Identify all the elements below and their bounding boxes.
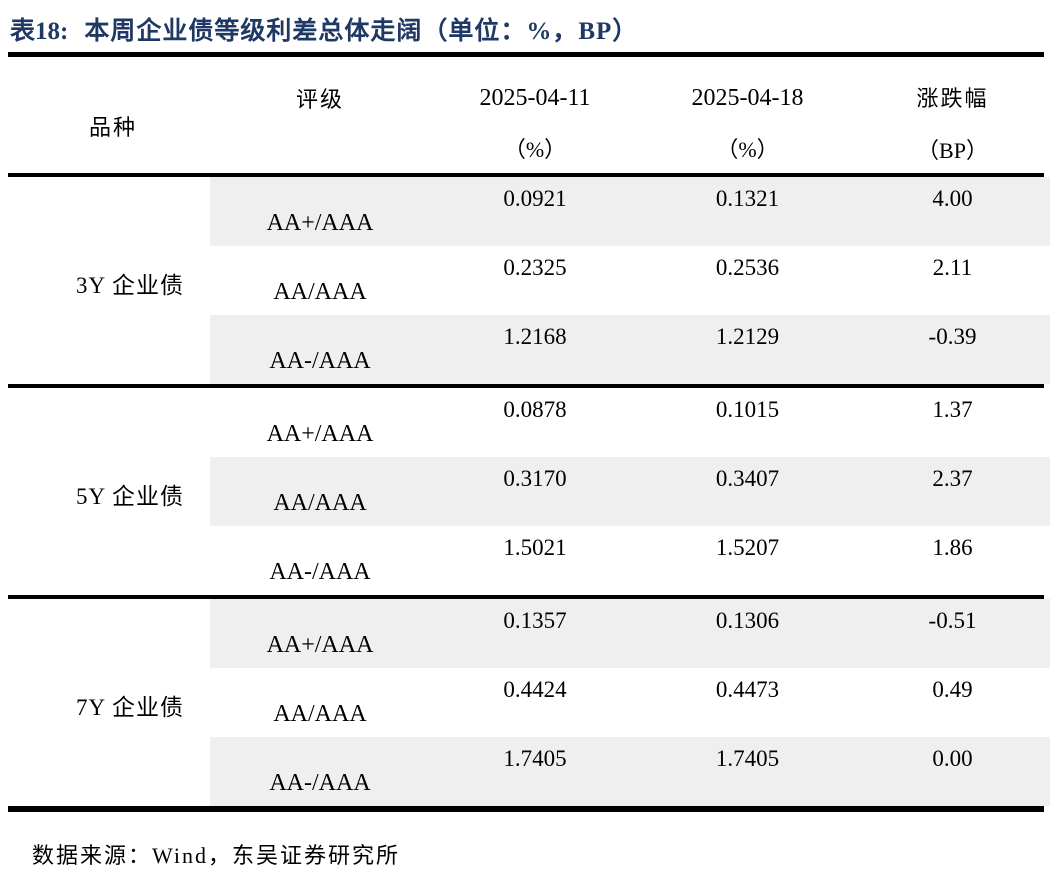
table-caption: 本周企业债等级利差总体走阔（单位：%，BP）	[84, 18, 639, 45]
value-date2-cell: 0.1306	[715, 608, 780, 633]
table-row: AA+/AAA 0.1357 0.1306 -0.51	[0, 599, 1050, 668]
variety-spacer	[0, 315, 210, 384]
rating-cell: AA/AAA	[273, 701, 367, 727]
value-date1-cell: 0.0878	[503, 397, 567, 422]
table-body: 3Y 企业债 AA+/AAA 0.0921 0.1321 4.00 AA/AAA 0.232…	[0, 177, 1050, 812]
header-change: 涨跌幅 （BP）	[855, 57, 1050, 173]
value-date1-cell: 1.2168	[503, 324, 567, 349]
variety-spacer	[0, 388, 210, 457]
rating-cell: AA-/AAA	[269, 770, 371, 796]
change-cell: 4.00	[932, 186, 973, 211]
bond-group: 3Y 企业债 AA+/AAA 0.0921 0.1321 4.00 AA/AAA 0.232…	[0, 177, 1050, 384]
table-row: AA/AAA 0.4424 0.4473 0.49	[0, 668, 1050, 737]
value-date2-cell: 0.2536	[715, 255, 780, 280]
value-date2-cell: 0.3407	[715, 466, 780, 491]
value-date2-cell: 0.1321	[715, 186, 780, 211]
change-cell: 1.37	[932, 397, 973, 422]
change-cell: 2.37	[932, 466, 973, 491]
variety-label: 7Y 企业债	[75, 695, 184, 720]
change-cell: 1.86	[932, 535, 973, 560]
header-date-2-unit: （%）	[716, 137, 779, 162]
value-date2-cell: 1.7405	[715, 746, 780, 771]
group-divider-rule	[8, 595, 1044, 599]
header-rule	[8, 173, 1044, 177]
variety-label: 5Y 企业债	[75, 484, 184, 509]
header-change-unit: （BP）	[917, 138, 988, 163]
header-rating-label: 评级	[295, 87, 344, 112]
table-row: AA/AAA 0.3170 0.3407 2.37	[0, 457, 1050, 526]
table-header-row: 品种 评级 2025-04-11 （%） 2025-04-18 （%） 涨跌幅 …	[0, 57, 1050, 173]
table-row: AA-/AAA 1.2168 1.2129 -0.39	[0, 315, 1050, 384]
value-date1-cell: 1.5021	[503, 535, 567, 560]
value-date1-cell: 0.4424	[503, 677, 567, 702]
header-date-2: 2025-04-18 （%）	[640, 57, 855, 173]
header-date-1: 2025-04-11 （%）	[430, 57, 640, 173]
bond-group: 7Y 企业债 AA+/AAA 0.1357 0.1306 -0.51 AA/AAA 0.44…	[0, 599, 1050, 806]
rating-cell: AA+/AAA	[266, 421, 374, 447]
value-date1-cell: 0.2325	[503, 255, 567, 280]
rating-cell: AA-/AAA	[269, 348, 371, 374]
value-date1-cell: 0.3170	[503, 466, 567, 491]
value-date2-cell: 0.4473	[715, 677, 780, 702]
change-cell: 0.49	[932, 677, 973, 702]
table-title: 表18: 本周企业债等级利差总体走阔（单位：%，BP）	[10, 11, 638, 47]
table-number: 表18:	[10, 18, 69, 45]
change-cell: -0.51	[928, 608, 977, 633]
value-date2-cell: 0.1015	[715, 397, 780, 422]
rating-cell: AA/AAA	[273, 490, 367, 516]
change-cell: -0.39	[928, 324, 977, 349]
header-change-label: 涨跌幅	[916, 86, 989, 111]
table-bottom-rule	[8, 806, 1044, 812]
value-date1-cell: 0.1357	[503, 608, 567, 633]
header-date-2-label: 2025-04-18	[691, 85, 804, 111]
value-date1-cell: 0.0921	[503, 186, 567, 211]
header-variety-label: 品种	[88, 115, 137, 140]
variety-label: 3Y 企业债	[75, 273, 184, 298]
rating-cell: AA+/AAA	[266, 632, 374, 658]
bond-group: 5Y 企业债 AA+/AAA 0.0878 0.1015 1.37 AA/AAA 0.317…	[0, 388, 1050, 595]
header-date-1-label: 2025-04-11	[479, 85, 591, 111]
change-cell: 0.00	[932, 746, 973, 771]
table-row: AA-/AAA 1.7405 1.7405 0.00	[0, 737, 1050, 806]
header-rating: 评级	[210, 57, 430, 173]
variety-spacer	[0, 177, 210, 246]
source-note: 数据来源：Wind，东吴证券研究所	[32, 843, 400, 868]
header-variety: 品种	[0, 57, 210, 173]
table-row: AA/AAA 0.2325 0.2536 2.11	[0, 246, 1050, 315]
header-date-1-unit: （%）	[503, 137, 567, 162]
rating-cell: AA/AAA	[273, 279, 367, 305]
title-rule	[8, 52, 1044, 57]
variety-spacer	[0, 737, 210, 806]
value-date2-cell: 1.5207	[715, 535, 780, 560]
rating-cell: AA+/AAA	[266, 210, 374, 236]
value-date2-cell: 1.2129	[715, 324, 780, 349]
value-date1-cell: 1.7405	[503, 746, 567, 771]
variety-spacer	[0, 599, 210, 668]
rating-cell: AA-/AAA	[269, 559, 371, 585]
variety-spacer	[0, 526, 210, 595]
table-row: AA+/AAA 0.0921 0.1321 4.00	[0, 177, 1050, 246]
table-row: AA-/AAA 1.5021 1.5207 1.86	[0, 526, 1050, 595]
table-row: AA+/AAA 0.0878 0.1015 1.37	[0, 388, 1050, 457]
change-cell: 2.11	[932, 255, 973, 280]
group-divider-rule	[8, 384, 1044, 388]
